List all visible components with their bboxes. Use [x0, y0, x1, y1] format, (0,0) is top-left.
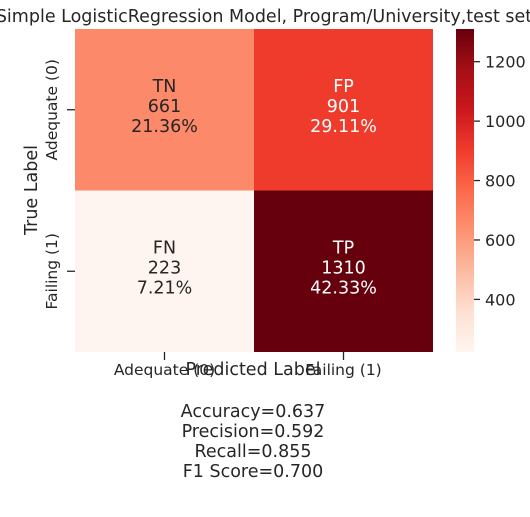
colorbar-ticks: 400 600 800 1000 1200: [474, 53, 526, 309]
heatmap-cells: [75, 29, 433, 352]
cell-label-fn: FN: [153, 238, 176, 258]
chart-title: Simple LogisticRegression Model, Program…: [0, 7, 530, 27]
x-axis: Adequate (0) Failing (1): [114, 352, 382, 379]
colorbar-tick-label: 600: [485, 231, 516, 250]
metrics-block: Accuracy=0.637Precision=0.592Recall=0.85…: [181, 402, 326, 482]
x-tick-label: Failing (1): [305, 361, 381, 379]
colorbar-tick-label: 800: [485, 172, 516, 191]
cell-count-fp: 901: [327, 97, 360, 117]
cell-percent-fp: 29.11%: [310, 117, 377, 137]
y-tick-label: Failing (1): [43, 233, 61, 309]
colorbar-gradient: [456, 29, 474, 352]
cell-count-fn: 223: [148, 258, 181, 278]
colorbar: 400 600 800 1000 1200: [456, 29, 526, 352]
colorbar-tick-label: 400: [485, 290, 516, 309]
metric-line: F1 Score=0.700: [183, 462, 324, 482]
cell-percent-tp: 42.33%: [310, 278, 377, 298]
heatmap-cell-fp: [254, 29, 433, 191]
x-axis-label: Predicted Label: [186, 360, 321, 380]
cell-label-tn: TN: [152, 77, 177, 97]
heatmap-cell-tn: [75, 29, 254, 191]
metric-line: Accuracy=0.637: [181, 402, 326, 422]
y-axis: Adequate (0) Failing (1): [43, 59, 75, 309]
cell-count-tp: 1310: [321, 258, 366, 278]
x-tick-label: Adequate (0): [114, 361, 215, 379]
metric-line: Recall=0.855: [195, 442, 312, 462]
cell-count-tn: 661: [148, 97, 181, 117]
metric-line: Precision=0.592: [182, 422, 325, 442]
cell-label-tp: TP: [332, 238, 354, 258]
cell-percent-tn: 21.36%: [131, 117, 198, 137]
cell-percent-fn: 7.21%: [137, 278, 193, 298]
y-tick-label: Adequate (0): [43, 59, 61, 160]
y-axis-label: True Label: [22, 145, 42, 236]
colorbar-tick-label: 1200: [485, 53, 526, 72]
colorbar-tick-label: 1000: [485, 112, 526, 131]
heatmap-cell-tp: [254, 190, 433, 352]
cell-label-fp: FP: [333, 77, 354, 97]
heatmap-cell-fn: [75, 190, 254, 352]
